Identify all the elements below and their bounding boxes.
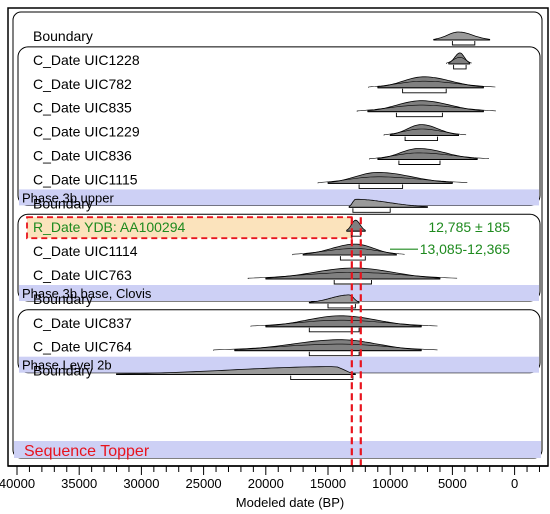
prior-outline (368, 80, 496, 88)
row-label: C_Date UIC1115 (33, 171, 138, 187)
phase-band-phase-level-2b (19, 356, 539, 373)
x-tick-label: 15000 (310, 476, 346, 491)
distribution-shape (433, 31, 491, 41)
phase-label-sequence-topper: Sequence Topper (24, 443, 150, 460)
phase-label-phase-3b-upper: Phase 3b upper (22, 190, 114, 205)
credible-range-bracket (327, 303, 356, 309)
x-tick-label: 25000 (186, 476, 222, 491)
prior-outline (292, 248, 405, 256)
x-tick-label: 35000 (61, 476, 97, 491)
credible-range-bracket (358, 184, 404, 189)
row-label: C_Date UIC836 (33, 148, 132, 164)
x-tick-label: 5000 (438, 476, 467, 491)
x-tick-label: 10000 (372, 476, 408, 491)
credible-range-bracket (402, 88, 447, 94)
row-label: C_Date UIC1114 (33, 243, 138, 259)
prior-outline (356, 104, 496, 112)
row-label: Boundary (33, 28, 93, 44)
credible-range-bracket (453, 64, 467, 70)
row-label: Boundary (33, 291, 93, 307)
credible-range-bracket (339, 256, 366, 261)
prior-outline (213, 343, 438, 351)
distribution-shape (348, 198, 428, 208)
prior-outline (317, 176, 468, 184)
credible-range-bracket (398, 160, 441, 165)
x-tick-label: 40000 (0, 476, 35, 491)
row-label: Boundary (33, 363, 93, 379)
row-label: C_Date UIC763 (33, 267, 132, 283)
x-tick-label: 0 (511, 476, 518, 491)
row-label: C_Date UIC835 (33, 100, 132, 116)
credible-range-bracket (404, 136, 438, 142)
annotation-text: 13,085-12,365 (420, 241, 511, 257)
prior-outline (446, 57, 472, 64)
prior-outline (369, 152, 490, 160)
phase-band-sequence-topper (14, 441, 541, 458)
credible-range-bracket (352, 208, 391, 213)
row-label: C_Date UIC782 (33, 76, 132, 92)
credible-range-bracket (395, 112, 443, 118)
prior-outline (247, 272, 458, 279)
phase-band-phase-3b-upper (19, 189, 539, 206)
x-tick-label: 30000 (123, 476, 159, 491)
credible-range-bracket (451, 41, 476, 46)
row-label: R_Date YDB: AA100294 (33, 219, 186, 235)
row-label: Boundary (33, 195, 93, 211)
row-label: C_Date UIC1229 (33, 124, 140, 140)
credible-range-bracket (308, 351, 360, 357)
x-tick-label: 20000 (248, 476, 284, 491)
annotation-text: 12,785 ± 185 (428, 219, 510, 235)
credible-range-bracket (308, 327, 360, 333)
prior-outline (250, 319, 438, 327)
x-axis-label: Modeled date (BP) (236, 495, 344, 510)
phase-band-phase-3b-base-clovis (19, 285, 539, 301)
distribution-shape (116, 366, 356, 375)
row-label: C_Date UIC764 (33, 339, 132, 355)
prior-outline (383, 128, 467, 136)
phase-label-phase-3b-base-clovis: Phase 3b base, Clovis (22, 286, 152, 301)
phase-label-phase-level-2b: Phase Level 2b (22, 358, 112, 373)
row-label: C_Date UIC837 (33, 315, 132, 331)
row-label: C_Date UIC1228 (33, 52, 140, 68)
